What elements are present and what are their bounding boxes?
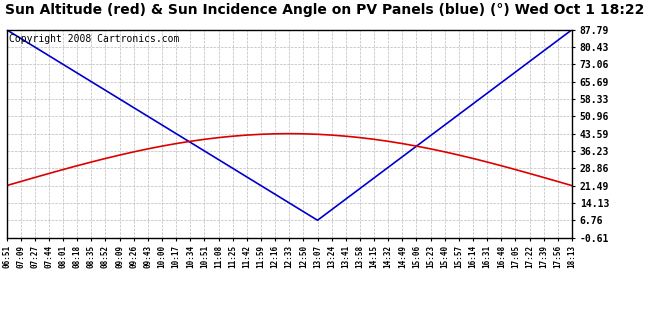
Text: Sun Altitude (red) & Sun Incidence Angle on PV Panels (blue) (°) Wed Oct 1 18:22: Sun Altitude (red) & Sun Incidence Angle… xyxy=(5,3,645,17)
Text: Copyright 2008 Cartronics.com: Copyright 2008 Cartronics.com xyxy=(9,34,179,44)
